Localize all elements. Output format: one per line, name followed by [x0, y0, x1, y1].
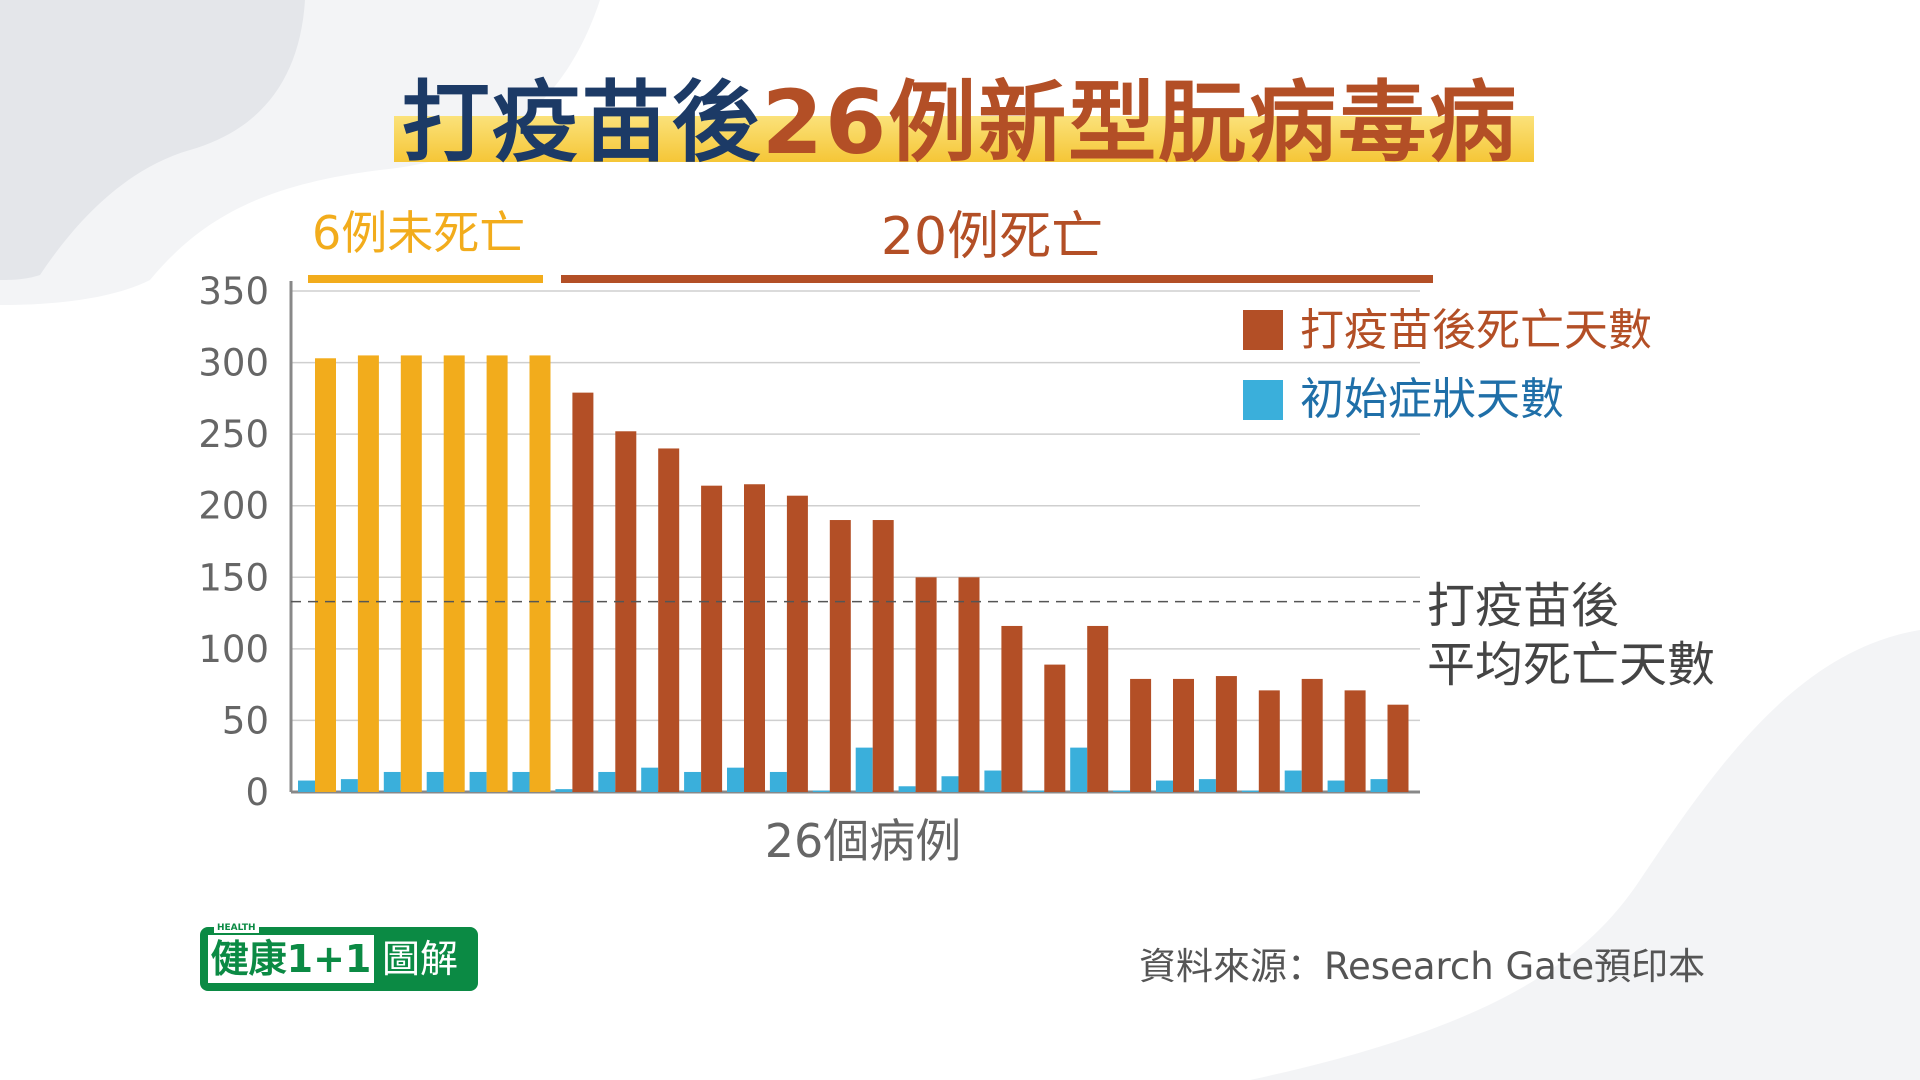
bar-onset	[941, 776, 959, 792]
bar-death	[1087, 625, 1109, 792]
bar-onset	[298, 780, 315, 792]
page-title: 打疫苗後26例新型朊病毒病	[0, 52, 1920, 179]
y-tick-label: 50	[222, 699, 269, 742]
y-tick-label: 350	[198, 270, 269, 313]
bg-blob-top-left-dark	[0, 0, 305, 280]
bar-onset	[340, 779, 358, 792]
bar-death	[744, 484, 765, 792]
bar-onset	[641, 767, 659, 792]
bar-onset	[1241, 790, 1259, 792]
group-bracket-survived	[308, 275, 543, 283]
group-bracket-died	[561, 275, 1433, 283]
bar-onset	[769, 771, 787, 792]
bar-death	[357, 355, 379, 792]
reference-label-line2: 平均死亡天數	[1427, 637, 1715, 693]
bar-death	[486, 355, 508, 792]
bar-death	[872, 520, 894, 792]
bar-death	[400, 355, 422, 792]
bar-onset	[426, 771, 444, 792]
legend-label-onset: 初始症狀天數	[1300, 374, 1564, 425]
bar-onset	[1070, 747, 1088, 792]
bg-blob-bottom-right	[1250, 630, 1920, 1080]
y-tick-label: 200	[198, 485, 269, 528]
bar-onset	[1156, 780, 1173, 792]
bar-death	[1387, 704, 1409, 792]
bar-death	[1344, 690, 1366, 792]
bar-death	[786, 495, 808, 792]
bar-death	[915, 577, 937, 792]
legend-swatch-onset	[1243, 380, 1283, 420]
bar-death	[529, 355, 551, 792]
bar-onset	[469, 771, 487, 792]
bar-death	[701, 485, 723, 792]
bar-onset	[598, 771, 616, 792]
reference-label-line1: 打疫苗後	[1427, 578, 1619, 634]
logo-main: 健康1+1	[208, 935, 374, 983]
bar-death	[1044, 664, 1066, 792]
legend-label-death: 打疫苗後死亡天數	[1300, 305, 1652, 356]
bar-onset	[727, 767, 744, 792]
bar-death	[1173, 678, 1194, 792]
group-label-survived: 6例未死亡	[312, 206, 525, 260]
bar-onset	[1198, 779, 1216, 792]
source-note: 資料來源：Research Gate預印本	[1139, 945, 1706, 988]
bar-death	[958, 577, 980, 792]
y-tick-label: 100	[198, 628, 269, 671]
bar-onset	[1113, 790, 1131, 792]
bar-onset	[1370, 779, 1388, 792]
bar-onset	[555, 789, 573, 792]
bar-onset	[984, 770, 1002, 792]
logo-right: 圖解	[382, 937, 459, 981]
title-prefix: 打疫苗後	[401, 71, 762, 174]
title-highlight	[394, 116, 1534, 162]
bar-death	[443, 355, 465, 792]
bar-death	[1215, 676, 1237, 792]
bar-death	[829, 520, 851, 792]
y-tick-label: 300	[198, 342, 269, 385]
y-tick-label: 150	[198, 556, 269, 599]
bar-death	[615, 431, 637, 792]
logo-tag: HEALTH	[214, 923, 259, 933]
bar-death	[315, 358, 336, 792]
bar-onset	[1327, 780, 1345, 792]
bar-onset	[812, 790, 830, 792]
bar-death	[1130, 678, 1152, 792]
title-suffix: 例新型朊病毒病	[888, 71, 1519, 174]
bar-onset	[1027, 790, 1045, 792]
logo: 健康1+1 HEALTH 圖解	[200, 923, 478, 991]
title-number: 26	[761, 71, 889, 174]
bar-onset	[1284, 770, 1302, 792]
bar-death	[658, 448, 680, 792]
legend-swatch-death	[1243, 310, 1283, 350]
group-label-died: 20例死亡	[881, 207, 1103, 267]
bar-onset	[512, 771, 530, 792]
bar-onset	[383, 771, 401, 792]
bar-onset	[898, 786, 916, 792]
bar-death	[1001, 625, 1023, 792]
y-tick-label: 0	[245, 771, 269, 814]
bar-onset	[684, 771, 702, 792]
x-axis-label: 26個病例	[765, 814, 962, 868]
bar-death	[1258, 690, 1280, 792]
bar-onset	[855, 747, 873, 792]
bar-death	[1301, 678, 1323, 792]
bar-death	[572, 392, 594, 792]
y-tick-label: 250	[198, 413, 269, 456]
